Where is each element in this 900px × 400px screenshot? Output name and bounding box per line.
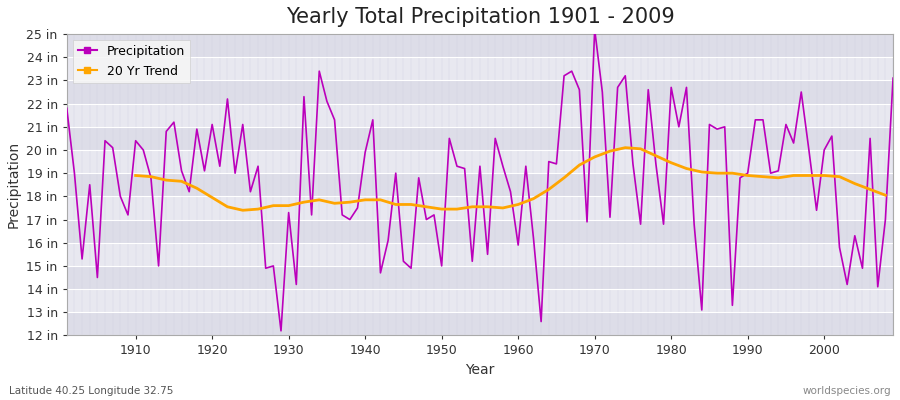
X-axis label: Year: Year	[465, 363, 495, 377]
Text: worldspecies.org: worldspecies.org	[803, 386, 891, 396]
Bar	[67, 243, 893, 266]
Bar	[67, 127, 893, 150]
Bar	[67, 34, 893, 57]
Text: Latitude 40.25 Longitude 32.75: Latitude 40.25 Longitude 32.75	[9, 386, 174, 396]
Bar	[67, 266, 893, 289]
Legend: Precipitation, 20 Yr Trend: Precipitation, 20 Yr Trend	[73, 40, 190, 82]
Bar	[67, 220, 893, 243]
Title: Yearly Total Precipitation 1901 - 2009: Yearly Total Precipitation 1901 - 2009	[285, 7, 674, 27]
Bar	[67, 57, 893, 80]
Bar	[67, 173, 893, 196]
Bar	[67, 196, 893, 220]
Y-axis label: Precipitation: Precipitation	[7, 141, 21, 228]
Bar	[67, 150, 893, 173]
Bar	[67, 289, 893, 312]
Bar	[67, 104, 893, 127]
Bar	[67, 312, 893, 336]
Bar	[67, 80, 893, 104]
